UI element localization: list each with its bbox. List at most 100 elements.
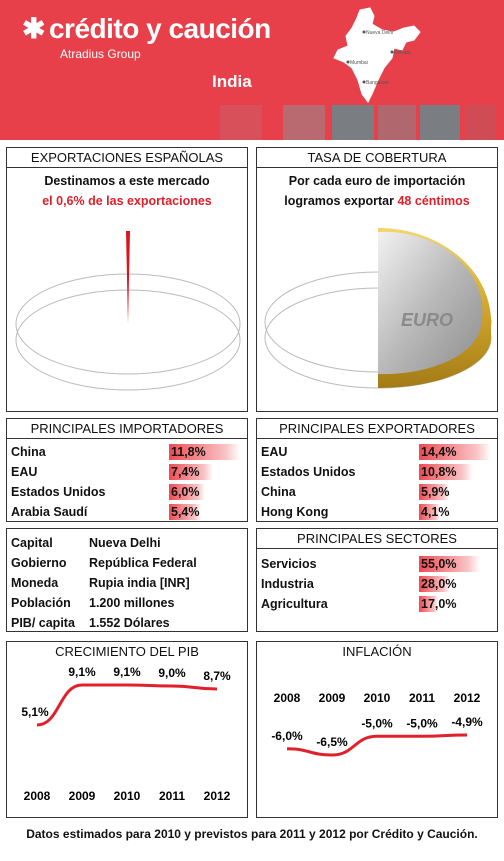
row-value: 28,0% <box>421 577 457 591</box>
row-label: EAU <box>11 465 38 479</box>
chart-tick-label: 2011 <box>159 789 185 803</box>
chart-tick-label: 2009 <box>69 789 96 803</box>
footer-note: Datos estimados para 2010 y previstos pa… <box>26 827 478 841</box>
info-value: 1.200 millones <box>89 596 175 610</box>
chart-data-label: 9,0% <box>158 666 186 680</box>
map-city-label: Nueva Delhi <box>366 30 393 36</box>
exports-line2: el 0,6% de las exportaciones <box>7 194 247 208</box>
chart-data-label: 9,1% <box>113 665 141 679</box>
coverage-prefix: logramos exportar <box>284 194 398 208</box>
row-value: 5,9% <box>421 485 450 499</box>
country-name: India <box>212 72 252 91</box>
decor-block <box>378 105 416 140</box>
row-label: Hong Kong <box>261 505 329 519</box>
chart-data-label: -6,0% <box>271 729 303 743</box>
exports-prefix: el <box>42 194 57 208</box>
decor-block <box>332 105 374 140</box>
row-bar <box>419 444 491 460</box>
chart-tick-label: 2012 <box>454 691 481 705</box>
exporters-panel: PRINCIPALES EXPORTADORES EAU 14,4% Estados… <box>256 418 498 522</box>
row-bar <box>169 444 240 460</box>
row-value: 17,0% <box>421 597 457 611</box>
map-city-label: Bangalore <box>366 80 389 86</box>
gdp-chart: 5,1% 2008 9,1% 2009 9,1% 2010 9,0% 2011 8,7% 2012 <box>21 665 231 803</box>
header-banner: ✱ crédito y caución Atradius Group India … <box>0 0 504 140</box>
sectors-panel: PRINCIPALES SECTORES Servicios 55,0% Indus… <box>256 528 498 632</box>
coverage-line2: logramos exportar 48 céntimos <box>257 194 497 208</box>
coverage-highlight: 48 céntimos <box>397 194 470 208</box>
coin-text: EURO <box>401 310 453 330</box>
india-map-icon: Nueva Delhi Kolkata Mumbai Bangalore <box>333 7 421 103</box>
importers-panel: PRINCIPALES IMPORTADORES China 11,8% EAU 7,… <box>6 418 248 522</box>
inflation-chart-title: INFLACIÓN <box>342 644 412 659</box>
chart-tick-label: 2009 <box>319 691 346 705</box>
info-label: Gobierno <box>11 556 67 570</box>
row-bar <box>169 504 202 520</box>
chart-data-label: 9,1% <box>68 665 96 679</box>
exports-pie <box>15 231 241 391</box>
info-value: Nueva Delhi <box>89 536 161 550</box>
coin-slice-silver <box>378 231 483 375</box>
chart-tick-label: 2008 <box>24 789 51 803</box>
coverage-title: TASA DE COBERTURA <box>257 148 497 168</box>
chart-data-label: -5,0% <box>406 716 438 730</box>
row-label: Industria <box>261 577 314 591</box>
row-value: 4,1% <box>421 505 450 519</box>
row-label: China <box>261 485 296 499</box>
inflation-chart-panel: INFLACIÓN -6,0% 2008 -6,5% 2009 -5,0% 2010 -5,… <box>256 641 498 818</box>
row-bar <box>169 484 205 500</box>
chart-tick-label: 2010 <box>114 789 141 803</box>
chart-data-label: -5,0% <box>361 716 393 730</box>
decor-block <box>420 105 460 140</box>
info-value: Rupia india [INR] <box>89 576 190 590</box>
chart-data-label: -6,5% <box>316 735 348 749</box>
gdp-chart-panel: CRECIMIENTO DEL PIB 5,1% 2008 9,1% 2009 9,1%… <box>6 641 248 818</box>
chart-series-line <box>286 733 468 757</box>
row-bar <box>419 484 449 500</box>
chart-tick-label: 2010 <box>364 691 391 705</box>
row-bar <box>419 576 450 592</box>
row-value: 6,0% <box>171 485 200 499</box>
exports-title: EXPORTACIONES ESPAÑOLAS <box>7 148 247 168</box>
importers-title: PRINCIPALES IMPORTADORES <box>7 419 247 439</box>
coverage-line1: Por cada euro de importación <box>288 174 466 188</box>
chart-tick-label: 2011 <box>409 691 435 705</box>
info-label: Moneda <box>11 576 59 590</box>
info-label: Población <box>11 596 71 610</box>
info-label: Capital <box>11 536 53 550</box>
brand-star-icon: ✱ <box>22 13 45 44</box>
row-bar <box>419 504 440 520</box>
row-value: 7,4% <box>171 465 200 479</box>
row-value: 5,4% <box>171 505 200 519</box>
row-label: China <box>11 445 46 459</box>
row-label: EAU <box>261 445 288 459</box>
row-label: Servicios <box>261 557 317 571</box>
exports-pie-slice <box>126 231 130 324</box>
chart-data-label: -4,9% <box>451 715 483 729</box>
brand-subtitle: Atradius Group <box>60 47 141 61</box>
decor-block <box>220 105 262 140</box>
exports-highlight: 0,6% de las exportaciones <box>56 194 212 208</box>
chart-tick-label: 2012 <box>204 789 231 803</box>
row-bar <box>169 464 214 480</box>
country-info-panel: Capital Nueva Delhi Gobierno República F… <box>6 528 248 632</box>
brand-logo: ✱ crédito y caución <box>22 12 271 45</box>
info-label: PIB/ capita <box>11 616 75 630</box>
exports-line1: Destinamos a este mercado <box>44 174 210 188</box>
decor-block <box>283 105 325 140</box>
row-bar <box>419 596 438 612</box>
brand-name: crédito y caución <box>48 13 271 44</box>
chart-data-label: 8,7% <box>203 669 231 683</box>
row-value: 11,8% <box>171 445 206 459</box>
gdp-chart-title: CRECIMIENTO DEL PIB <box>55 644 199 659</box>
coverage-panel: TASA DE COBERTURA Por cada euro de impor… <box>256 147 498 412</box>
row-label: Estados Unidos <box>11 485 106 499</box>
chart-series-line <box>36 683 218 727</box>
exports-panel: EXPORTACIONES ESPAÑOLAS Destinamos a est… <box>6 147 248 412</box>
chart-data-label: 5,1% <box>21 705 49 719</box>
inflation-chart: -6,0% 2008 -6,5% 2009 -5,0% 2010 -5,0% 2011 -4,9… <box>271 691 483 757</box>
chart-tick-label: 2008 <box>274 691 301 705</box>
info-value: 1.552 Dólares <box>89 616 170 630</box>
row-value: 14,4% <box>421 445 457 459</box>
row-label: Agricultura <box>261 597 328 611</box>
